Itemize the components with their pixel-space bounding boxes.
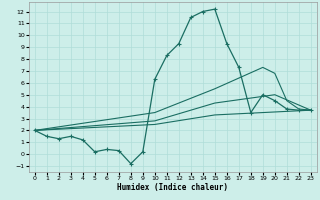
X-axis label: Humidex (Indice chaleur): Humidex (Indice chaleur) [117,183,228,192]
